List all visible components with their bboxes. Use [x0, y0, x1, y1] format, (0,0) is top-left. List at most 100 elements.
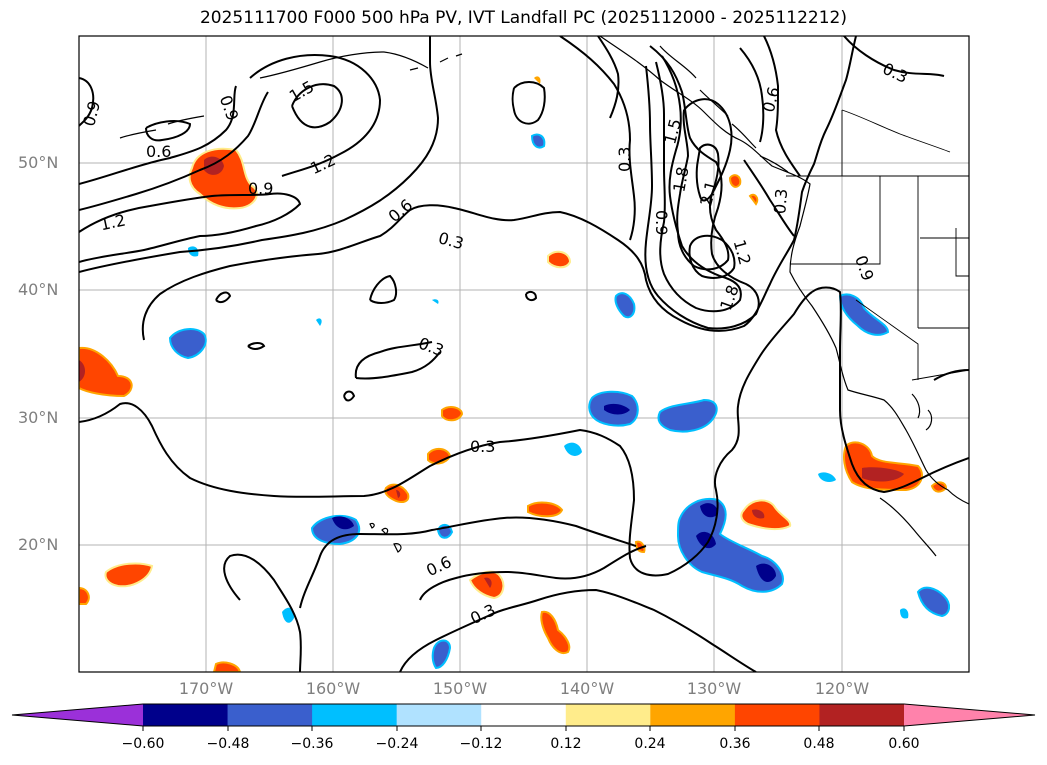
colorbar-segment	[143, 704, 229, 726]
contour-line	[739, 36, 801, 177]
contour-line	[299, 516, 637, 609]
contour-line	[743, 159, 795, 237]
contour-line	[247, 342, 266, 350]
patch-pos	[79, 586, 90, 605]
patch-pos	[540, 610, 571, 654]
colorbar-segment	[650, 704, 736, 726]
lon-label: 160°W	[305, 679, 361, 698]
lon-label: 130°W	[686, 679, 742, 698]
contour-line	[79, 291, 813, 577]
contour-line	[79, 192, 302, 263]
patch-neg	[818, 472, 836, 482]
contour-line	[559, 36, 636, 241]
contour-line	[249, 54, 382, 177]
contour-line	[644, 45, 760, 330]
contour-line	[597, 36, 620, 119]
colorbar-tick-label: 0.36	[719, 736, 751, 752]
patch-neg	[332, 516, 354, 530]
pv-contours	[79, 36, 969, 672]
colorbar	[11, 703, 1036, 727]
contour-line	[676, 98, 733, 271]
contour-label: 0.9	[652, 210, 671, 235]
contour-line	[141, 36, 857, 341]
patch-pos	[441, 406, 464, 422]
patch-neg	[756, 563, 776, 582]
map-panel	[79, 36, 969, 672]
colorbar-tick-label: −0.48	[206, 736, 250, 752]
patch-pos	[212, 661, 242, 672]
contour-line	[291, 83, 343, 129]
patch-neg	[604, 403, 630, 415]
contour-line	[79, 36, 440, 273]
patch-neg	[838, 293, 890, 336]
lat-label: 30°N	[18, 408, 59, 427]
colorbar-tick-label: −0.60	[121, 736, 165, 752]
contour-label: 0.3	[470, 437, 495, 456]
lat-label: 20°N	[18, 535, 59, 554]
patch-pos	[534, 76, 541, 84]
patch-pos	[527, 501, 564, 518]
contour-label: 1.2	[98, 210, 127, 234]
patch-neg	[564, 442, 582, 456]
patch-neg	[431, 639, 452, 670]
patch-pos	[104, 562, 154, 588]
patch-pos	[728, 174, 742, 188]
contour-line	[343, 390, 356, 402]
contour-line	[79, 91, 269, 211]
colorbar-tick-label: −0.36	[290, 736, 334, 752]
lat-label: 40°N	[18, 280, 59, 299]
patch-pos	[748, 193, 759, 206]
colorbar-segment	[819, 704, 905, 726]
patch-pos	[484, 577, 492, 588]
contour-label: 0.3	[615, 147, 634, 172]
contour-label: 1.8	[669, 165, 692, 193]
contour-line	[843, 36, 945, 77]
patch-pos	[740, 499, 792, 531]
contour-line	[655, 55, 742, 313]
patch-pos	[547, 250, 572, 269]
map-frame	[78, 35, 970, 673]
colorbar-segment	[734, 704, 820, 726]
contour-line	[369, 274, 398, 304]
patch-neg	[316, 318, 322, 326]
coastlines	[119, 36, 969, 557]
patch-neg	[916, 586, 950, 618]
positive-patches	[79, 76, 948, 672]
colorbar-segment	[312, 704, 398, 726]
contour-line	[933, 369, 969, 381]
colorbar-tick-label: −0.12	[459, 736, 503, 752]
patch-pos	[79, 346, 133, 398]
contour-line	[215, 291, 232, 304]
contour-line	[79, 85, 237, 185]
colorbar-segment	[565, 704, 651, 726]
contour-line	[525, 290, 538, 302]
colorbar-extend-max	[904, 704, 1035, 726]
patch-neg	[657, 398, 718, 433]
negative-patches	[168, 133, 950, 670]
contour-line	[511, 81, 546, 125]
contour-label: 0.3	[770, 188, 791, 215]
patch-pos	[79, 360, 86, 382]
patch-pos	[752, 509, 765, 519]
patch-neg	[900, 608, 909, 619]
contour-line	[145, 120, 192, 142]
colorbar-segment	[481, 704, 567, 726]
patch-neg	[282, 607, 295, 623]
contour-line	[399, 588, 757, 672]
contour-line	[688, 234, 736, 279]
gridlines	[79, 36, 969, 672]
patch-neg	[530, 133, 546, 149]
colorbar-tick-label: −0.24	[375, 736, 419, 752]
colorbar-tick-label: 0.24	[634, 736, 666, 752]
contour-line	[811, 286, 969, 494]
colorbar-extend-min	[12, 704, 143, 726]
patch-neg	[168, 328, 207, 360]
contour-line	[223, 553, 302, 672]
colorbar-segment	[396, 704, 482, 726]
lon-label: 150°W	[432, 679, 488, 698]
lat-label: 50°N	[18, 153, 59, 172]
colorbar-tick-label: 0.60	[888, 736, 920, 752]
patch-neg	[432, 299, 439, 304]
lon-label: 140°W	[559, 679, 615, 698]
